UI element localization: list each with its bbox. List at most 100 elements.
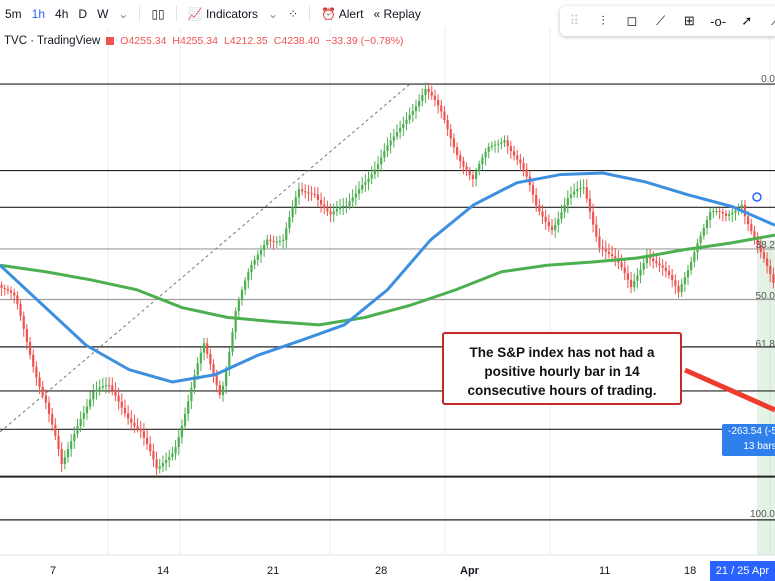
candle-body: [443, 111, 446, 121]
symbol-name[interactable]: TVC · TradingView: [4, 35, 101, 47]
candle-body: [202, 343, 206, 353]
candle-body: [715, 211, 718, 213]
interval-5m[interactable]: 5m: [5, 6, 22, 21]
candle-body: [253, 259, 256, 265]
candle-body: [424, 88, 427, 95]
candle-body: [92, 391, 95, 400]
candle-body: [152, 451, 155, 460]
candle-body: [127, 413, 130, 419]
candle-body: [756, 237, 759, 246]
candle-body: [47, 402, 51, 415]
candle-body: [728, 214, 731, 216]
fib-label-0: 0.0: [761, 74, 775, 85]
candle-body: [89, 399, 92, 407]
candle-body: [560, 212, 563, 219]
candle-body: [500, 142, 503, 144]
chevron-down-icon[interactable]: ⌄: [118, 6, 129, 21]
candle-body: [667, 271, 671, 276]
candle-body: [370, 174, 373, 179]
path-icon[interactable]: ⟋: [761, 13, 775, 29]
candle-body: [452, 138, 456, 148]
candle-body: [392, 136, 395, 141]
candle-body: [307, 192, 310, 194]
candle-body: [22, 316, 25, 329]
candle-body: [380, 157, 383, 165]
candle-body: [598, 236, 601, 248]
top-toolbar: 5m 1h 4h D W ⌄ ▯▯ 📈 Indicators ⌄ ⁘ ⏰ Ale…: [0, 0, 775, 27]
candle-body: [304, 191, 307, 193]
candle-body: [316, 194, 320, 200]
candle-body: [250, 264, 253, 273]
interval-4h[interactable]: 4h: [55, 6, 69, 21]
candle-body: [79, 418, 82, 426]
candle-body: [120, 401, 123, 408]
candle-body: [677, 285, 680, 293]
divider: [139, 5, 141, 22]
candle-body: [168, 456, 171, 460]
candles-icon[interactable]: ▯▯: [151, 6, 165, 21]
candle-body: [32, 354, 35, 367]
candle-body: [712, 211, 715, 213]
current-time-label: 21 / 25 Apr: [709, 561, 775, 581]
rewind-icon: «: [373, 6, 381, 21]
candle-body: [772, 274, 775, 284]
alert-button[interactable]: ⏰ Alert: [316, 7, 368, 21]
candle-body: [544, 216, 547, 222]
candle-body: [117, 395, 120, 402]
interval-d[interactable]: D: [78, 6, 88, 21]
candle-body: [326, 208, 329, 212]
candle-body: [747, 216, 750, 225]
annotation-arrow-line: [683, 367, 775, 413]
candle-body: [240, 289, 244, 301]
time-axis[interactable]: 7 14 21 28 Apr 11 18 21 / 25 Apr: [0, 561, 775, 581]
horizontal-ray-icon[interactable]: -o-: [710, 13, 727, 29]
candle-body: [199, 352, 202, 364]
chevron-down-icon[interactable]: ⌄: [268, 6, 279, 21]
arrow-icon[interactable]: ➚: [741, 13, 753, 28]
candle-body: [136, 426, 139, 429]
candle-body: [123, 407, 127, 414]
candle-body: [759, 245, 762, 253]
trend-line-icon[interactable]: ⟋: [656, 13, 666, 28]
candle-body: [187, 401, 190, 414]
candle-body: [161, 463, 165, 467]
candle-body: [674, 280, 677, 286]
interval-1h[interactable]: 1h: [31, 6, 46, 21]
candle-body: [509, 146, 512, 152]
candle-body: [690, 261, 693, 271]
divider: [309, 5, 311, 22]
candle-body: [541, 211, 544, 217]
candle-body: [263, 244, 266, 250]
fib-label-61: 61.8: [755, 339, 775, 350]
replay-button[interactable]: « Replay: [368, 7, 425, 21]
annotation-line: consecutive hours of trading.: [467, 383, 657, 398]
candle-body: [41, 386, 44, 396]
candle-body: [557, 218, 560, 225]
indicators-button[interactable]: 📈 Indicators: [183, 7, 263, 21]
candle-body: [361, 184, 364, 190]
cross-line-icon[interactable]: ⫶: [601, 13, 605, 28]
flag-icon[interactable]: [106, 37, 115, 45]
drag-handle-icon[interactable]: ⠿: [569, 13, 580, 28]
divider: [175, 5, 177, 22]
candle-body: [680, 284, 683, 293]
callout-icon[interactable]: ◻: [626, 13, 638, 28]
candle-body: [724, 213, 728, 216]
candle-body: [610, 254, 614, 257]
candle-body: [323, 204, 326, 209]
indicators-icon: 📈: [187, 6, 203, 21]
measure-change: -263.54 (-5: [728, 426, 775, 437]
candle-body: [155, 459, 158, 469]
candle-body: [218, 385, 221, 395]
templates-icon[interactable]: ⁘: [288, 6, 299, 21]
fib-extension-icon[interactable]: ⊞: [683, 13, 695, 28]
annotation-line: The S&P index has not had a: [469, 345, 655, 360]
candle-body: [633, 280, 636, 288]
measure-label: -263.54 (-5 13 bars: [722, 424, 775, 456]
candle-body: [25, 328, 28, 342]
candle-body: [506, 140, 509, 147]
interval-w[interactable]: W: [97, 6, 109, 21]
price-chart[interactable]: [0, 0, 775, 561]
annotation-box[interactable]: The S&P index has not had a positive hou…: [442, 332, 682, 405]
candle-body: [601, 247, 604, 249]
